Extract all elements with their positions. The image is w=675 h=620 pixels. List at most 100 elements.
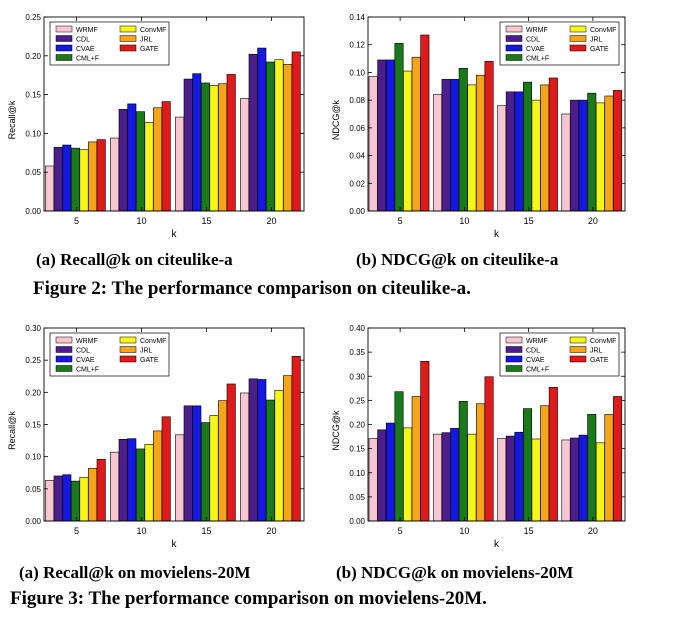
bar-cmlplusf-k5	[70, 147, 80, 212]
y-tick-label: 0.20	[25, 52, 41, 61]
bar-gate-k5	[96, 458, 106, 522]
bar-wrmf-k20	[561, 439, 571, 522]
legend-swatch-jrl	[569, 346, 587, 353]
bar-jrl-k5	[411, 396, 421, 522]
legend-swatch-cvae	[505, 44, 523, 52]
legend-swatch-wrmf	[505, 336, 523, 344]
chart-3: 0.00 0.05 0.10 0.15 0.20 0.25 0.30 5 10 15 20 k Reca…	[7, 324, 305, 550]
bar-cvae-k20	[578, 99, 588, 212]
y-tick-label: 0.30	[25, 324, 41, 333]
legend-swatch-convmf	[119, 336, 137, 344]
bar-convmf-k10	[144, 122, 154, 212]
legend-swatch-convmf	[119, 25, 137, 33]
bar-jrl-k15	[540, 405, 550, 522]
bar-gate-k15	[548, 387, 558, 522]
bar-cvae-k20	[257, 47, 267, 212]
bar-cmlplusf-k20	[587, 414, 597, 522]
y-tick-label: 0.15	[349, 445, 365, 454]
x-tick-label: 5	[398, 526, 403, 536]
y-tick-label: 0.05	[349, 493, 365, 502]
y-tick-label: 0.05	[25, 168, 41, 177]
bar-cmlplusf-k15	[200, 422, 210, 522]
bar-gate-k5	[96, 139, 106, 212]
bar-wrmf-k10	[110, 137, 120, 212]
bar-gate-k10	[484, 61, 494, 212]
bar-cmlplusf-k5	[70, 480, 80, 522]
legend-swatch-cvae	[55, 355, 73, 363]
y-tick-label: 0.40	[349, 324, 365, 333]
bar-jrl-k10	[475, 74, 485, 212]
bar-wrmf-k10	[432, 433, 442, 522]
y-tick-label: 0.20	[349, 421, 365, 430]
legend-swatch-cdl	[55, 346, 73, 353]
bar-cdl-k20	[248, 378, 258, 522]
y-axis-label: NDCG@k	[331, 99, 341, 140]
x-axis-label: k	[172, 539, 178, 550]
bar-convmf-k20	[274, 59, 284, 212]
bar-wrmf-k15	[175, 434, 185, 522]
bar-convmf-k5	[403, 427, 413, 522]
x-tick-label: 20	[588, 216, 598, 226]
x-axis-label: k	[494, 229, 500, 240]
legend-label-cvae: CVAE	[76, 46, 95, 53]
bar-convmf-k5	[79, 476, 89, 522]
legend-label-wrmf: WRMF	[76, 27, 98, 34]
bar-convmf-k5	[403, 70, 413, 212]
bar-cdl-k15	[183, 405, 193, 522]
y-tick-label: 0.25	[25, 356, 41, 365]
legend-label-cdl: CDL	[526, 37, 540, 44]
legend-swatch-gate	[119, 44, 137, 52]
bar-gate-k5	[420, 34, 430, 212]
legend-label-cdl: CDL	[526, 348, 540, 355]
legend-label-wrmf: WRMF	[526, 338, 548, 345]
legend-swatch-gate	[119, 355, 137, 363]
bar-cvae-k10	[450, 79, 460, 212]
x-tick-label: 20	[588, 526, 598, 536]
legend-swatch-jrl	[569, 35, 587, 42]
bar-jrl-k20	[604, 95, 614, 212]
legend-swatch-gate	[569, 355, 587, 363]
bar-jrl-k15	[218, 400, 228, 522]
x-tick-label: 20	[266, 216, 276, 226]
legend-swatch-cmlplusf	[505, 365, 523, 372]
y-tick-label: 0.12	[349, 41, 365, 50]
bar-gate-k15	[226, 74, 236, 212]
bar-cmlplusf-k15	[523, 408, 533, 522]
bar-wrmf-k5	[368, 76, 378, 212]
bar-wrmf-k5	[368, 438, 378, 522]
y-tick-label: 0.00	[349, 517, 365, 526]
legend-label-convmf: ConvMF	[590, 338, 616, 345]
legend-swatch-wrmf	[55, 25, 73, 33]
bar-wrmf-k10	[110, 451, 120, 522]
bar-cvae-k5	[385, 59, 395, 212]
legend-label-wrmf: WRMF	[76, 338, 98, 345]
bar-gate-k20	[291, 51, 301, 212]
bar-cvae-k5	[385, 422, 395, 522]
bar-cmlplusf-k20	[587, 92, 597, 212]
x-tick-label: 10	[136, 216, 146, 226]
y-axis-label: Recall@k	[7, 411, 17, 450]
chart-4: 0.00 0.05 0.10 0.15 0.20 0.25 0.30 0.35 0.40 5 10 1…	[331, 324, 626, 550]
bar-cdl-k15	[183, 78, 193, 212]
legend-label-cdl: CDL	[76, 37, 90, 44]
x-tick-label: 15	[201, 526, 211, 536]
legend-swatch-cdl	[505, 346, 523, 353]
fig3-subcaption-b: (b) NDCG@k on movielens-20M	[336, 563, 574, 582]
legend-label-cmlplusf: CML+F	[76, 367, 99, 374]
bar-jrl-k15	[218, 83, 228, 212]
bar-jrl-k10	[475, 403, 485, 522]
legend-swatch-cmlplusf	[505, 54, 523, 61]
legend-label-convmf: ConvMF	[140, 338, 166, 345]
x-tick-label: 15	[524, 216, 534, 226]
legend-label-cmlplusf: CML+F	[76, 56, 99, 63]
legend-swatch-cvae	[505, 355, 523, 363]
x-tick-label: 5	[74, 526, 79, 536]
legend-label-jrl: JRL	[590, 37, 603, 44]
bar-cvae-k15	[514, 431, 524, 522]
y-tick-label: 0.00	[349, 207, 365, 216]
x-axis-label: k	[494, 539, 500, 550]
bar-cmlplusf-k15	[523, 81, 533, 212]
bar-gate-k20	[613, 90, 623, 212]
legend-label-cvae: CVAE	[76, 357, 95, 364]
